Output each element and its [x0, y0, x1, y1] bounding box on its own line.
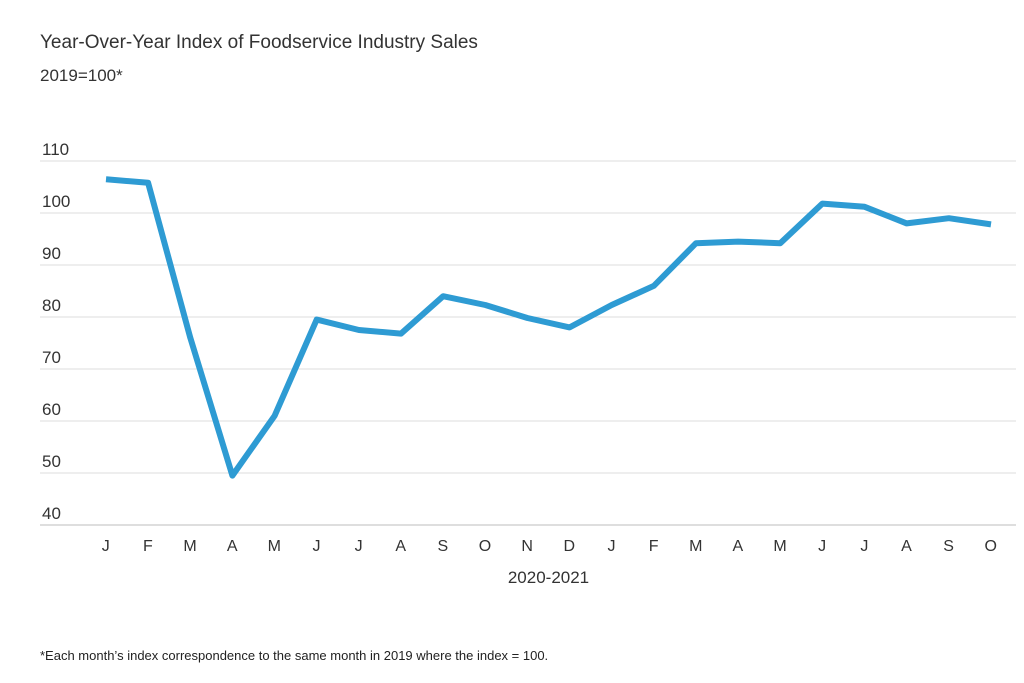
- data-point: [567, 324, 573, 330]
- x-tick-label: O: [479, 538, 492, 555]
- chart-footnote: *Each month’s index correspondence to th…: [40, 648, 549, 663]
- x-tick-label: D: [564, 538, 576, 555]
- x-tick-label: J: [818, 538, 827, 555]
- data-point: [398, 331, 404, 337]
- x-tick-label: J: [860, 538, 869, 555]
- data-point: [482, 302, 488, 308]
- data-point: [103, 176, 109, 182]
- x-tick-label: M: [773, 538, 787, 555]
- series-line-0: [105, 176, 992, 479]
- y-tick-label-60: 60: [42, 400, 61, 419]
- x-tick-label: J: [355, 538, 364, 555]
- x-tick-label: A: [733, 538, 744, 555]
- data-point: [946, 215, 952, 221]
- y-tick-label-90: 90: [42, 244, 61, 263]
- data-point: [862, 204, 868, 210]
- data-point: [904, 220, 910, 226]
- x-tick-label: F: [649, 538, 659, 555]
- x-tick-label: M: [183, 538, 197, 555]
- x-tick-label: N: [521, 538, 533, 555]
- data-point: [651, 283, 657, 289]
- data-point: [440, 293, 446, 299]
- data-point: [735, 239, 741, 245]
- y-tick-label-40: 40: [42, 504, 61, 523]
- data-point: [187, 335, 193, 341]
- x-tick-label: A: [395, 538, 406, 555]
- data-point: [988, 221, 994, 227]
- data-point: [777, 240, 783, 246]
- data-point: [356, 327, 362, 333]
- x-tick-label: J: [607, 538, 616, 555]
- data-point: [272, 413, 278, 419]
- data-point: [229, 473, 235, 479]
- x-tick-label: S: [438, 538, 449, 555]
- data-point: [524, 315, 530, 321]
- data-point: [819, 201, 825, 207]
- x-tick-label: F: [143, 538, 153, 555]
- data-point: [693, 240, 699, 246]
- data-point: [145, 180, 151, 186]
- x-tick-label: J: [312, 538, 321, 555]
- x-tick-label: O: [985, 538, 998, 555]
- x-tick-label: A: [901, 538, 912, 555]
- x-tick-label: S: [943, 538, 954, 555]
- chart-subtitle: 2019=100*: [40, 66, 123, 85]
- x-tick-label: M: [268, 538, 282, 555]
- chart-title: Year-Over-Year Index of Foodservice Indu…: [40, 32, 478, 53]
- y-tick-label-80: 80: [42, 296, 61, 315]
- x-tick-label: A: [227, 538, 238, 555]
- y-tick-label-50: 50: [42, 452, 61, 471]
- y-tick-label-110: 110: [42, 140, 69, 159]
- y-tick-label-70: 70: [42, 348, 61, 367]
- x-tick-label: J: [102, 538, 111, 555]
- data-point: [609, 302, 615, 308]
- y-tick-label-100: 100: [42, 192, 70, 211]
- x-tick-label: M: [689, 538, 703, 555]
- data-point: [314, 317, 320, 323]
- x-axis-title: 2020-2021: [508, 568, 589, 587]
